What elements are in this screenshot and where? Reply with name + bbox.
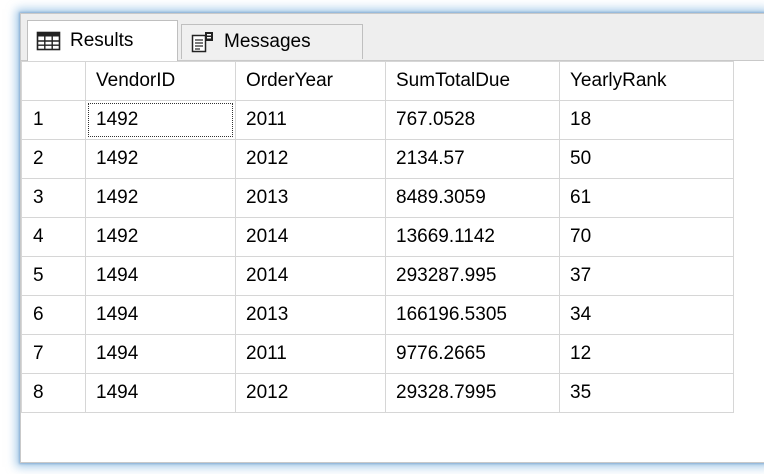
cell-sumtotaldue[interactable]: 8489.3059 [385, 178, 560, 218]
cell-orderyear[interactable]: 2011 [235, 334, 386, 374]
table-row: 7 1494 2011 9776.2665 12 [21, 334, 734, 374]
cell-orderyear[interactable]: 2013 [235, 178, 386, 218]
cell-yearlyrank[interactable]: 61 [559, 178, 734, 218]
row-number[interactable]: 8 [21, 373, 86, 413]
messages-icon [190, 31, 216, 53]
tab-results-label: Results [70, 30, 134, 51]
row-number[interactable]: 3 [21, 178, 86, 218]
cell-vendorid[interactable]: 1494 [85, 373, 236, 413]
column-header-orderyear[interactable]: OrderYear [235, 61, 386, 101]
cell-yearlyrank[interactable]: 18 [559, 100, 734, 140]
cell-orderyear[interactable]: 2012 [235, 139, 386, 179]
table-row: 1 1492 2011 767.0528 18 [21, 100, 734, 140]
cell-yearlyrank[interactable]: 34 [559, 295, 734, 335]
results-pane: Results Messages [20, 13, 764, 463]
cell-yearlyrank[interactable]: 37 [559, 256, 734, 296]
cell-vendorid[interactable]: 1494 [85, 334, 236, 374]
results-grid-area: VendorID OrderYear SumTotalDue YearlyRan… [21, 61, 764, 462]
cell-orderyear[interactable]: 2014 [235, 256, 386, 296]
cell-vendorid[interactable]: 1492 [85, 100, 236, 140]
table-row: 8 1494 2012 29328.7995 35 [21, 373, 734, 413]
cell-yearlyrank[interactable]: 12 [559, 334, 734, 374]
cell-orderyear[interactable]: 2013 [235, 295, 386, 335]
row-number[interactable]: 4 [21, 217, 86, 257]
cell-sumtotaldue[interactable]: 767.0528 [385, 100, 560, 140]
tab-messages[interactable]: Messages [181, 24, 363, 59]
tab-results[interactable]: Results [27, 20, 178, 61]
cell-sumtotaldue[interactable]: 13669.1142 [385, 217, 560, 257]
cell-vendorid[interactable]: 1492 [85, 178, 236, 218]
header-row: VendorID OrderYear SumTotalDue YearlyRan… [21, 61, 734, 101]
cell-orderyear[interactable]: 2011 [235, 100, 386, 140]
table-row: 4 1492 2014 13669.1142 70 [21, 217, 734, 257]
cell-orderyear[interactable]: 2012 [235, 373, 386, 413]
row-number[interactable]: 1 [21, 100, 86, 140]
cell-vendorid[interactable]: 1492 [85, 217, 236, 257]
table-row: 2 1492 2012 2134.57 50 [21, 139, 734, 179]
column-header-yearlyrank[interactable]: YearlyRank [559, 61, 734, 101]
cell-sumtotaldue[interactable]: 9776.2665 [385, 334, 560, 374]
results-grid: VendorID OrderYear SumTotalDue YearlyRan… [21, 61, 734, 413]
cell-vendorid[interactable]: 1492 [85, 139, 236, 179]
cell-sumtotaldue[interactable]: 29328.7995 [385, 373, 560, 413]
cell-yearlyrank[interactable]: 35 [559, 373, 734, 413]
column-header-vendorid[interactable]: VendorID [85, 61, 236, 101]
cell-sumtotaldue[interactable]: 166196.5305 [385, 295, 560, 335]
cell-vendorid[interactable]: 1494 [85, 295, 236, 335]
table-row: 6 1494 2013 166196.5305 34 [21, 295, 734, 335]
result-tabs-bar: Results Messages [21, 14, 764, 61]
row-number[interactable]: 6 [21, 295, 86, 335]
row-number[interactable]: 7 [21, 334, 86, 374]
cell-yearlyrank[interactable]: 70 [559, 217, 734, 257]
row-number[interactable]: 5 [21, 256, 86, 296]
cell-orderyear[interactable]: 2014 [235, 217, 386, 257]
cell-sumtotaldue[interactable]: 2134.57 [385, 139, 560, 179]
table-row: 5 1494 2014 293287.995 37 [21, 256, 734, 296]
cell-yearlyrank[interactable]: 50 [559, 139, 734, 179]
column-header-rownum[interactable] [21, 61, 86, 101]
column-header-sumtotaldue[interactable]: SumTotalDue [385, 61, 560, 101]
grid-icon [36, 30, 62, 52]
cell-sumtotaldue[interactable]: 293287.995 [385, 256, 560, 296]
table-row: 3 1492 2013 8489.3059 61 [21, 178, 734, 218]
cell-vendorid[interactable]: 1494 [85, 256, 236, 296]
tab-messages-label: Messages [224, 31, 311, 52]
row-number[interactable]: 2 [21, 139, 86, 179]
